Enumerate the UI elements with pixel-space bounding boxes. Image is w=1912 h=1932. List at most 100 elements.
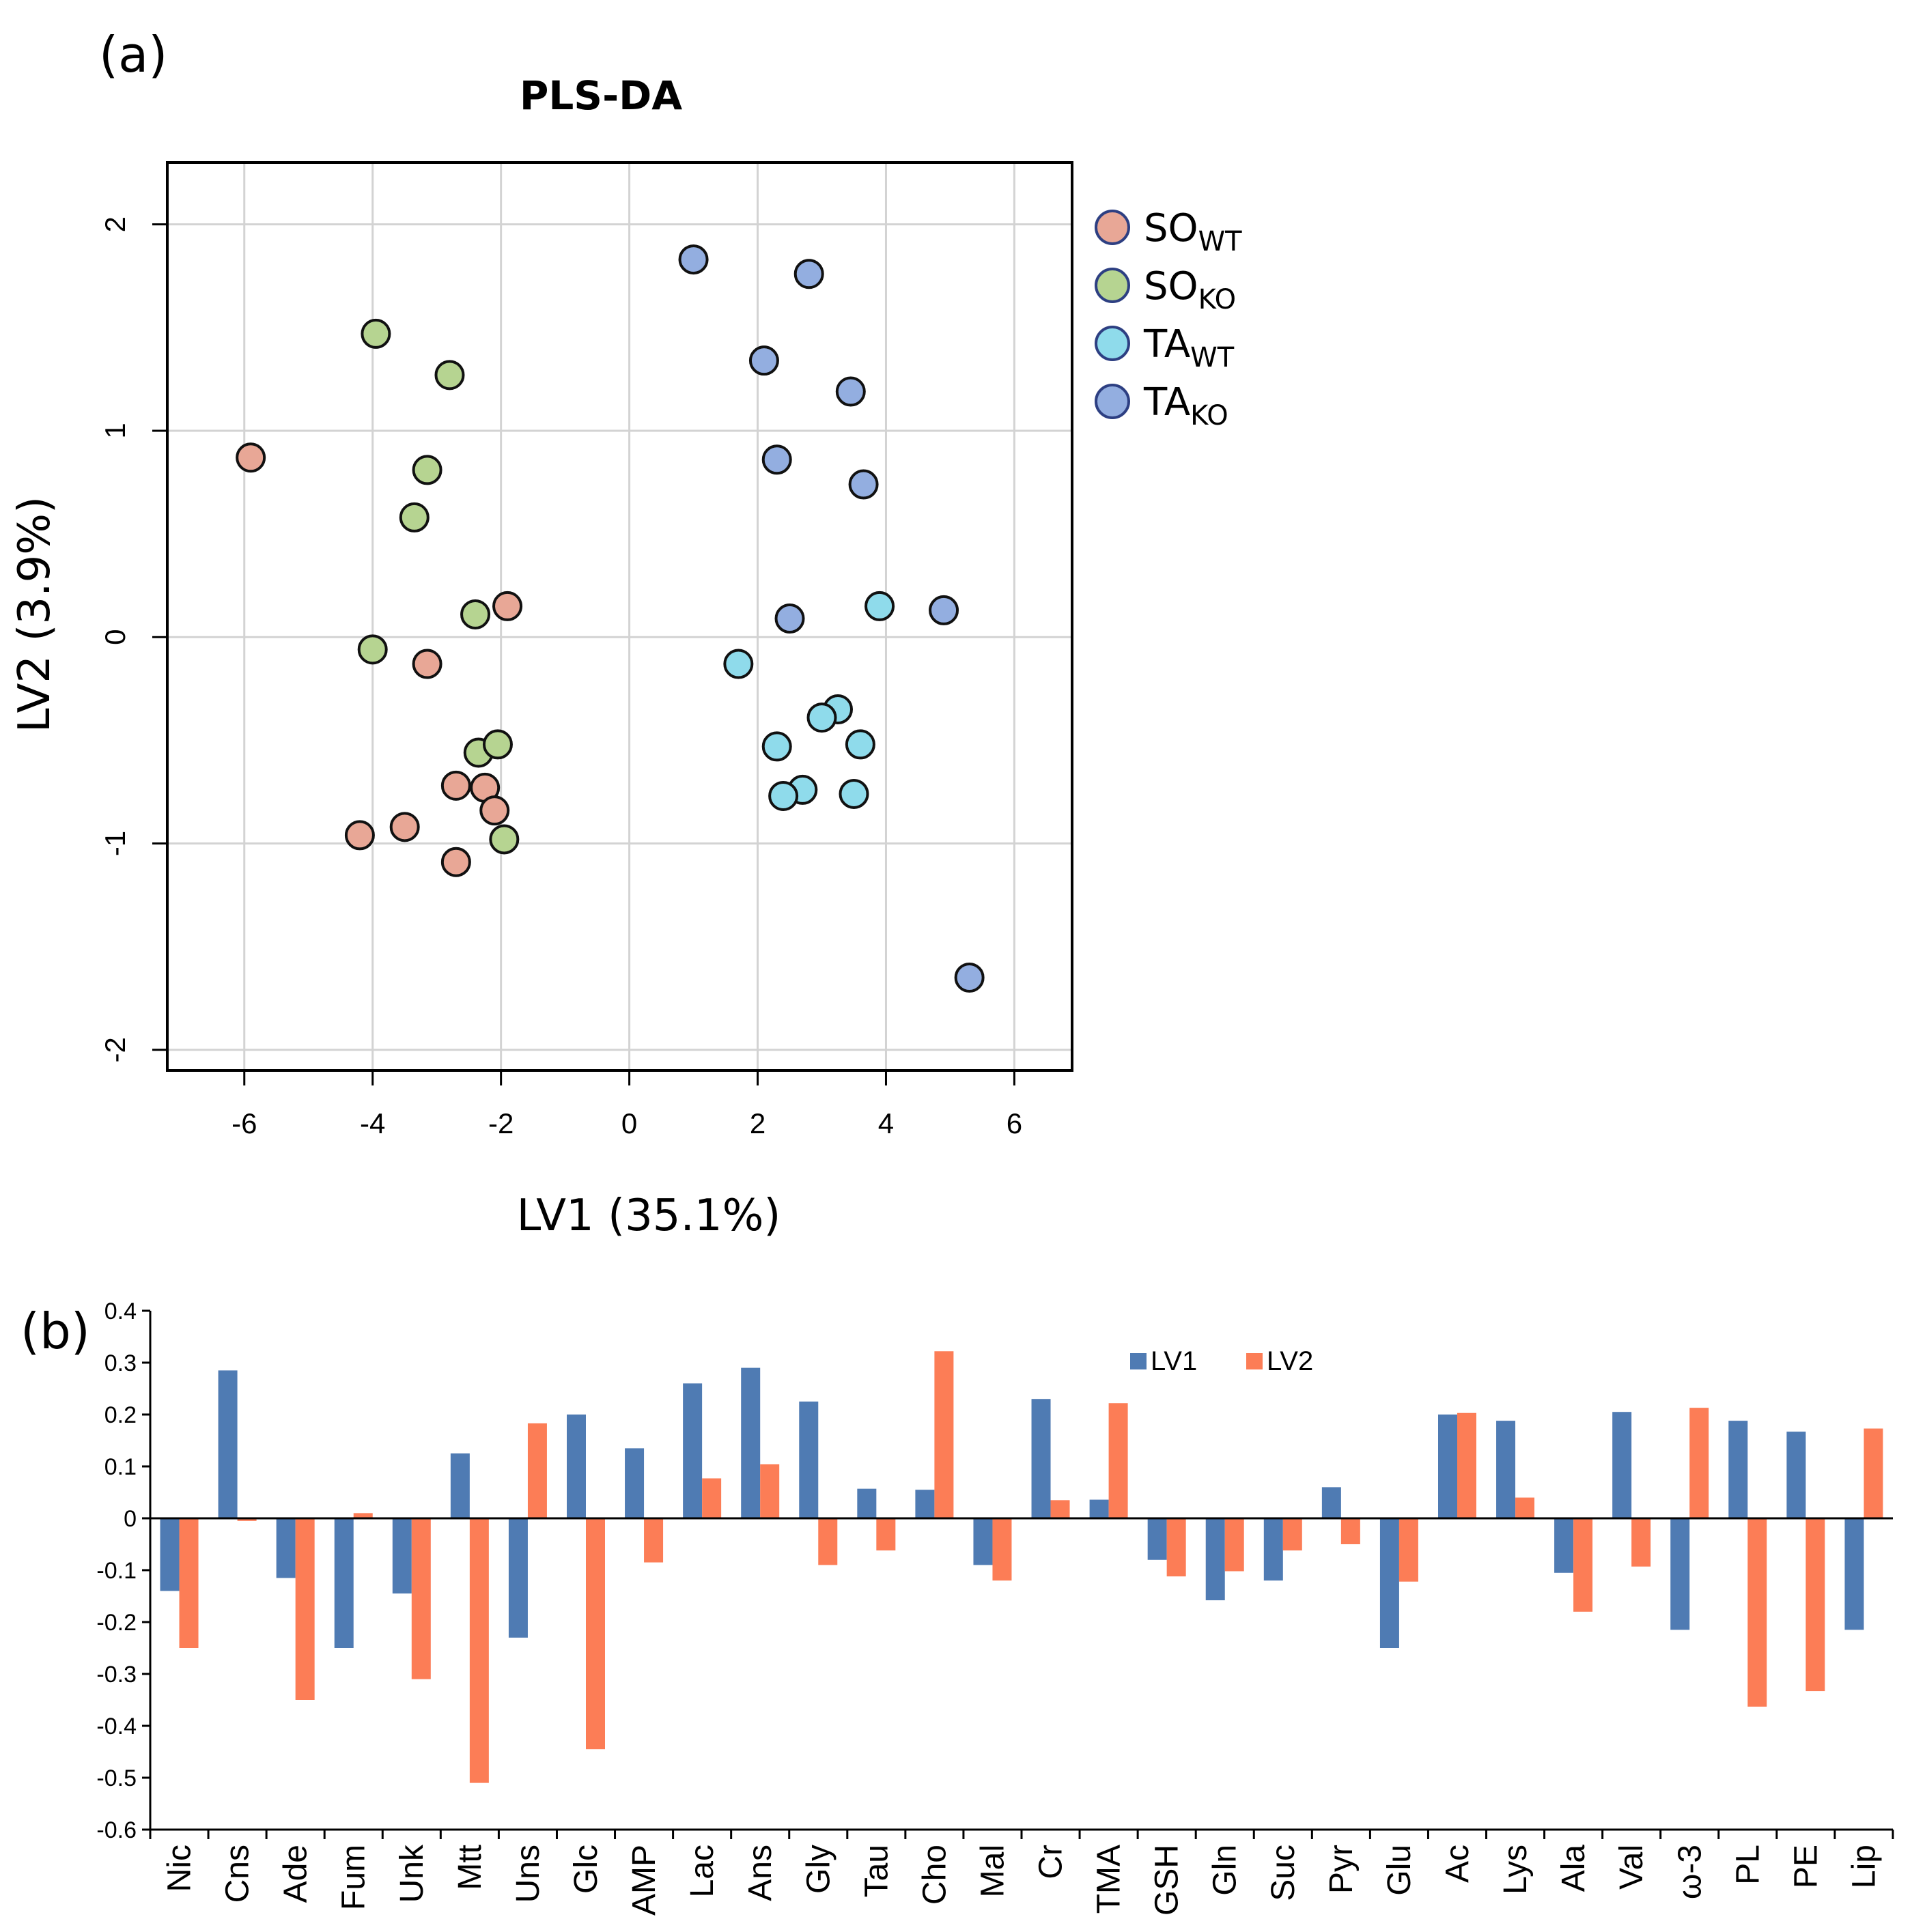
point-ta-ko [848,469,879,500]
category-label: Ac [1439,1845,1476,1883]
bar-lv1-tma [1089,1499,1109,1518]
category-label: PL [1730,1845,1766,1885]
scatter-title: PLS-DA [520,72,682,119]
category-label: Cns [220,1845,256,1903]
bar-lv1-cns [218,1370,238,1518]
category-label: TMA [1091,1845,1127,1914]
category-label: Glc [568,1845,604,1894]
legend-label: SOWT [1144,206,1242,257]
y-tick-label: 2 [99,216,131,232]
bar-y-tick-label: -0.1 [96,1558,137,1584]
point-ta-wt [723,649,754,679]
category-label: Lys [1498,1845,1534,1894]
category-label: Suc [1265,1845,1302,1901]
category-label: GSH [1149,1845,1185,1916]
category-label: Unk [394,1844,430,1903]
legend-marker-so-ko [1095,268,1130,303]
point-ta-ko [929,595,959,625]
bar-y-tick-label: -0.4 [96,1714,137,1739]
point-ta-ko [774,603,805,634]
bar-y-tick-label: 0.3 [104,1350,137,1376]
bar-lv1-lys [1496,1421,1516,1518]
panel-b-label: (b) [20,1303,90,1360]
bar-lv2-suc [1282,1518,1302,1551]
y-axis-title: LV2 (3.9%) [10,496,60,733]
category-label: Val [1614,1845,1650,1890]
bar-lv2-ade [295,1518,315,1700]
category-label: Lac [684,1845,720,1897]
category-label: AMP [626,1845,662,1916]
point-so-wt [479,795,510,826]
bar-lv2-amp [644,1518,664,1563]
category-label: Ans [742,1845,778,1901]
point-so-wt [440,847,471,877]
legend-label: TAWT [1143,322,1235,373]
category-label: Fum [336,1845,372,1910]
category-label: ω-3 [1672,1845,1708,1899]
bar-y-tick-label: -0.2 [96,1610,137,1636]
point-ta-wt [864,591,895,621]
legend-label: TAKO [1143,380,1228,431]
bar-lv2-gly [818,1518,838,1565]
point-ta-wt [845,729,875,760]
bar-lv2-pyr [1340,1518,1360,1544]
point-so-wt [344,820,375,851]
bar-lv1-mal [973,1518,993,1565]
point-ta-ko [835,376,866,407]
bar-legend-label: LV1 [1151,1346,1197,1376]
legend-marker-so-wt [1095,210,1130,245]
bar-lv2-pe [1805,1518,1825,1692]
category-label: Mal [974,1845,1011,1897]
bar-legend-label: LV2 [1267,1346,1313,1376]
bar-lv1-nic [160,1518,180,1591]
bar-lv2-lac [702,1478,722,1518]
bar-legend: LV1 LV2 [1130,1346,1313,1376]
y-tick-label: 0 [99,629,131,645]
panel-a-label: (a) [99,26,167,83]
scatter-ticks: -6 -4 -2 0 2 4 6 -2 -1 0 1 2 [99,216,1022,1139]
bar-lv2-glc [586,1518,605,1750]
bar-lv1-ac [1438,1415,1457,1518]
point-so-ko [460,599,491,629]
bar-lv1-ade [276,1518,296,1578]
bar-lv2-mtt [469,1518,489,1783]
bar-lv2-pl [1747,1518,1767,1707]
bar-lv1-lip [1844,1518,1864,1630]
bar-lv2-tau [876,1518,896,1551]
category-label: Pyr [1323,1845,1360,1894]
bar-series [160,1351,1883,1783]
bar-lv2-ala [1573,1518,1593,1612]
x-tick-label: 4 [878,1107,894,1139]
y-tick-label: -2 [99,1037,131,1062]
category-label: Mtt [452,1845,488,1890]
bar-lv2-glu [1398,1518,1418,1582]
bar-lv2-cho [934,1351,954,1518]
point-so-wt [236,442,266,473]
category-label: Cho [916,1845,953,1905]
bar-lv2-ω-3 [1689,1408,1709,1518]
bar-lv1-pl [1728,1421,1748,1518]
category-label: Ala [1556,1845,1592,1892]
point-so-wt [492,591,523,621]
bar-lv2-cr [1050,1500,1070,1518]
bar-lv1-val [1612,1412,1632,1518]
bar-legend-swatch-lv2 [1246,1353,1263,1369]
category-label: Uns [510,1845,546,1903]
category-label: Gly [800,1845,836,1894]
category-label: Ade [278,1845,314,1903]
category-label: PE [1788,1845,1824,1888]
category-label: Gln [1207,1845,1243,1896]
bar-axes: 0.4 0.3 0.2 0.1 0 -0.1 -0.2 -0.3 -0.4 -0.5 -0.6 Nic… [96,1298,1894,1916]
bar-lv2-mal [992,1518,1012,1581]
bar-y-tick-label: 0 [124,1506,137,1532]
y-tick-label: -1 [99,831,131,856]
x-tick-label: 2 [750,1107,765,1139]
bar-lv1-lac [683,1383,703,1518]
bar-lv1-pyr [1321,1487,1341,1518]
bar-lv1-glc [567,1415,586,1518]
bar-legend-swatch-lv1 [1130,1353,1147,1369]
point-ta-ko [793,259,824,289]
point-ta-wt [839,778,869,809]
point-so-ko [399,502,430,532]
category-label: Lip [1846,1845,1882,1888]
